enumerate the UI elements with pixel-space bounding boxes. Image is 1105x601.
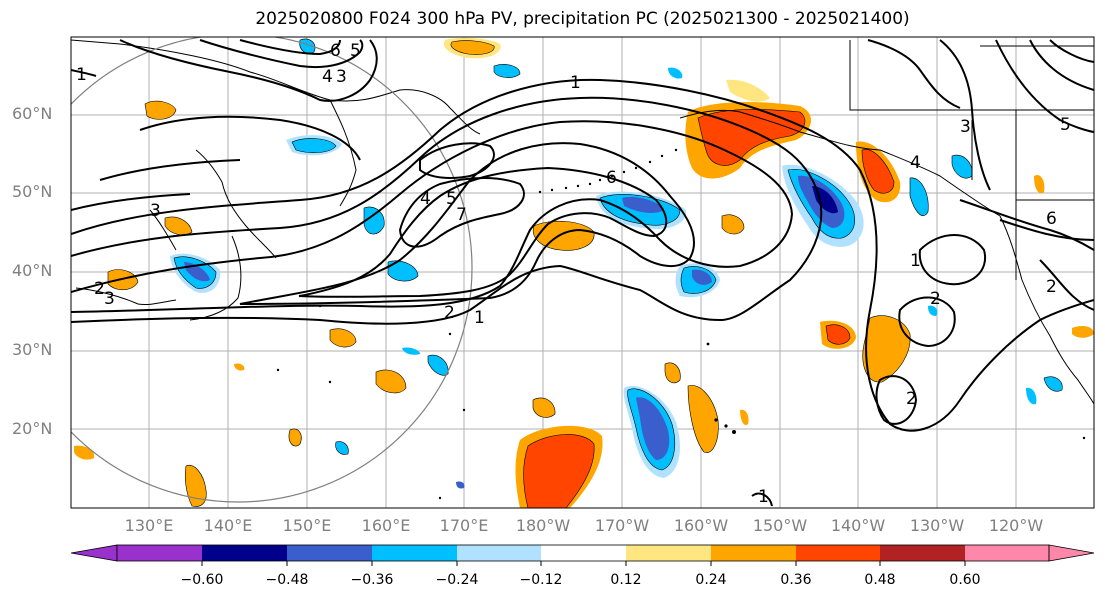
- lat-label-60n: 60°N: [12, 104, 53, 123]
- colorbar-segment: [880, 545, 965, 561]
- colorbar-tick-label: 0.12: [610, 572, 642, 588]
- contour-label: 5: [350, 41, 361, 61]
- contour-label: 3: [104, 289, 115, 309]
- colorbar-tick-label: −0.12: [519, 572, 563, 588]
- colorbar-segment: [796, 545, 880, 561]
- colorbar-tick-label: 0.24: [695, 572, 727, 588]
- contour-label: 1: [474, 308, 485, 328]
- colorbar-tick-label: −0.48: [265, 572, 309, 588]
- colorbar-extend-low: [70, 544, 118, 562]
- contour-label: 2: [444, 303, 455, 323]
- colorbar-segment: [287, 545, 372, 561]
- contour-label: 3: [336, 67, 347, 87]
- contour-label: 3: [150, 201, 161, 221]
- precip-negative-anomalies: [170, 38, 1063, 489]
- colorbar-segment: [965, 545, 1049, 561]
- lon-label-140e: 140°E: [203, 516, 253, 535]
- reference-circle: [71, 37, 473, 503]
- contour-label: 1: [758, 487, 769, 507]
- colorbar-tick-label: 0.36: [780, 572, 812, 588]
- colorbar-segment: [541, 545, 626, 561]
- colorbar-segment: [117, 545, 202, 561]
- colorbar-segment: [711, 545, 796, 561]
- colorbar: [70, 544, 1095, 566]
- contour-label: 1: [570, 73, 581, 93]
- lat-label-20n: 20°N: [12, 419, 53, 438]
- contour-label: 7: [456, 205, 467, 225]
- contour-label: 6: [1046, 209, 1057, 229]
- map-title: 2025020800 F024 300 hPa PV, precipitatio…: [255, 9, 910, 29]
- colorbar-segment: [626, 545, 711, 561]
- contour-label: 5: [446, 189, 457, 209]
- lon-label-170w: 170°W: [594, 516, 650, 535]
- colorbar-tick-label: 0.48: [864, 572, 896, 588]
- contour-label: 1: [76, 65, 87, 85]
- colorbar-segment: [202, 545, 287, 561]
- island-dots: [276, 148, 1086, 500]
- colorbar-segment: [372, 545, 457, 561]
- contour-label: 2: [906, 389, 917, 409]
- map-frame: [70, 36, 1095, 509]
- lon-label-150e: 150°E: [282, 516, 332, 535]
- lat-label-40n: 40°N: [12, 261, 53, 280]
- lon-label-150w: 150°W: [752, 516, 808, 535]
- contour-label: 4: [420, 189, 431, 209]
- coastlines: [71, 39, 1094, 405]
- map-plot-area: 1 1 1 1 1 2 2 2 2 2 3 3 3 3 4 4 4 5 5 5 …: [71, 37, 1094, 508]
- lon-label-130w: 130°W: [909, 516, 965, 535]
- contour-label: 4: [322, 67, 333, 87]
- contour-label: 2: [94, 279, 105, 299]
- lon-label-130e: 130°E: [124, 516, 174, 535]
- contour-label: 2: [1046, 277, 1057, 297]
- colorbar-segment: [457, 545, 541, 561]
- precip-positive-anomalies: [74, 37, 1094, 508]
- colorbar-extend-high: [1048, 544, 1095, 562]
- colorbar-tick-label: −0.36: [350, 572, 394, 588]
- contour-label: 2: [930, 289, 941, 309]
- colorbar-tick-label: −0.60: [180, 572, 224, 588]
- colorbar-tick-label: −0.24: [435, 572, 479, 588]
- lat-label-30n: 30°N: [12, 340, 53, 359]
- contour-label: 4: [910, 153, 921, 173]
- lon-label-120w: 120°W: [988, 516, 1044, 535]
- contour-label: 6: [606, 168, 617, 188]
- colorbar-tick-label: 0.60: [949, 572, 981, 588]
- lon-label-170e: 170°E: [439, 516, 489, 535]
- pv-contours: [71, 39, 1094, 507]
- lat-label-50n: 50°N: [12, 182, 53, 201]
- lon-label-160w: 160°W: [673, 516, 729, 535]
- pv-contour-labels: 1 1 1 1 1 2 2 2 2 2 3 3 3 3 4 4 4 5 5 5 …: [76, 41, 1071, 507]
- contour-label: 1: [910, 251, 921, 271]
- contour-label: 5: [1060, 115, 1071, 135]
- contour-label: 6: [330, 41, 341, 61]
- colorbar-outline: [116, 544, 1050, 562]
- contour-label: 3: [960, 117, 971, 137]
- lon-label-180w: 180°W: [515, 516, 571, 535]
- lon-label-160e: 160°E: [361, 516, 411, 535]
- lon-label-140w: 140°W: [830, 516, 886, 535]
